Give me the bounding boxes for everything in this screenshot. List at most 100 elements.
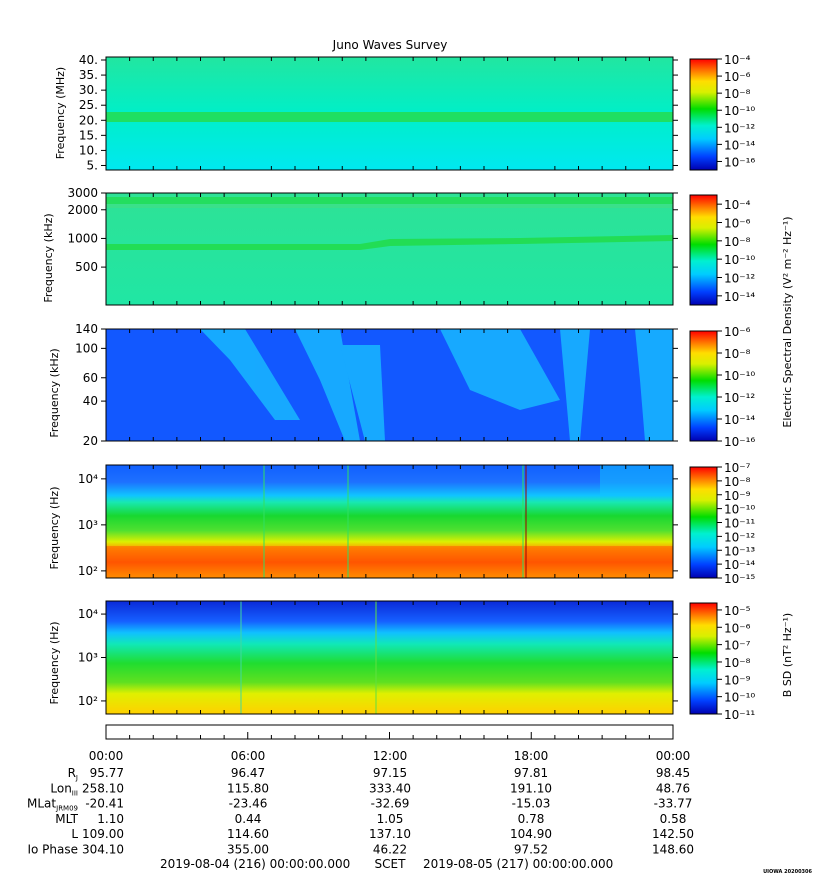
colorbar-tick-label: 10⁻⁶	[724, 217, 751, 231]
colorbar-2: 10⁻⁴ 10⁻⁶ 10⁻⁸ 10⁻¹⁰ 10⁻¹² 10⁻¹⁴	[689, 194, 755, 306]
ephemeris-value: 0.44	[235, 812, 262, 826]
ephemeris-table: RJ 95.77 96.47 97.15 97.81 98.45 LonIII 258.10 1…	[27, 766, 694, 857]
panel-3-ylabel: Frequency (kHz)	[48, 348, 61, 437]
colorbar-4-ticks: 10⁻⁷10⁻⁸10⁻⁹10⁻¹⁰10⁻¹¹10⁻¹²10⁻¹³10⁻¹⁴10⁻…	[717, 461, 755, 586]
panel-5: 10² 10³ 10⁴ Frequency (Hz)	[48, 600, 678, 715]
y-tick-label: 100	[75, 341, 98, 355]
panel-2-band-high	[106, 197, 673, 204]
ephemeris-value: -20.41	[85, 797, 124, 811]
panel-2: 500 1000 2000 3000 Frequency (kHz)	[42, 186, 678, 306]
y-tick-label: 10.	[79, 143, 98, 157]
ephemeris-row-label: MLatJRM09	[27, 797, 78, 813]
colorbar-tick-label: 10⁻¹⁵	[724, 572, 755, 586]
colorbar-tick-label: 10⁻¹⁰	[724, 691, 755, 705]
y-tick-label: 10²	[78, 564, 98, 578]
colorbar-tick-label: 10⁻¹⁰	[724, 104, 755, 118]
colorbar-e-label: Electric Spectral Density (V² m⁻² Hz⁻¹)	[781, 216, 794, 427]
colorbar-tick-label: 10⁻⁹	[724, 673, 751, 687]
panel-4-burst	[600, 465, 673, 495]
colorbar-tick-label: 10⁻⁷	[724, 639, 751, 653]
ephemeris-value: 115.80	[227, 781, 269, 795]
panel-5-y-axis: 10² 10³ 10⁴	[78, 601, 678, 714]
panel-3-burst	[440, 329, 560, 410]
colorbar-5: 10⁻⁵ 10⁻⁶ 10⁻⁷ 10⁻⁸ 10⁻⁹ 10⁻¹⁰ 10⁻¹¹	[689, 602, 755, 722]
time-tick-label: 12:00	[373, 749, 408, 763]
panel-2-y-axis: 500 1000 2000 3000	[67, 186, 678, 305]
y-tick-label: 20	[83, 434, 98, 448]
y-tick-label: 40.	[79, 53, 98, 67]
ephemeris-value: 333.40	[369, 781, 411, 795]
ephemeris-value: 97.15	[373, 766, 407, 780]
colorbar-tick-label: 10⁻¹⁰	[724, 253, 755, 267]
y-tick-label: 40	[83, 394, 98, 408]
ephemeris-row-label: MLT	[55, 812, 78, 826]
panel-3: 20 40 60 100 140 Frequency (kHz)	[48, 322, 678, 448]
colorbar-tick-label: 10⁻¹⁴	[724, 290, 755, 304]
colorbar-tick-label: 10⁻⁴	[724, 198, 751, 212]
panel-4-band	[106, 546, 673, 578]
ephemeris-value: 95.77	[90, 766, 124, 780]
colorbar-tick-label: 10⁻¹²	[724, 391, 755, 405]
panel-1-ylabel: Frequency (MHz)	[54, 67, 67, 159]
y-tick-label: 3000	[67, 186, 98, 200]
y-tick-label: 2000	[67, 203, 98, 217]
ephemeris-value: 0.58	[660, 812, 687, 826]
colorbar-tick-label: 10⁻⁶	[724, 325, 751, 339]
panel-1: 5.10.15.20.25.30.35.40. Frequency (MHz)	[54, 53, 678, 172]
colorbar-tick-label: 10⁻⁸	[724, 475, 751, 489]
y-tick-label: 35.	[79, 68, 98, 82]
y-tick-label: 1000	[67, 231, 98, 245]
colorbar-tick-label: 10⁻¹¹	[724, 708, 755, 722]
time-tick-labels: 00:00 06:00 12:00 18:00 00:00	[89, 749, 691, 763]
panel-3-burst	[635, 329, 673, 441]
panel-1-y-axis: 5.10.15.20.25.30.35.40.	[79, 53, 678, 172]
panel-2-band-low	[106, 235, 673, 250]
colorbar-tick-label: 10⁻⁸	[724, 235, 751, 249]
colorbar-tick-label: 10⁻¹⁴	[724, 413, 755, 427]
y-tick-label: 500	[75, 260, 98, 274]
panel-2-band-mid	[106, 204, 673, 208]
y-tick-label: 10²	[78, 694, 98, 708]
y-tick-label: 15.	[79, 128, 98, 142]
time-tick-label: 18:00	[514, 749, 549, 763]
time-axis-ticks	[105, 732, 674, 739]
y-tick-label: 20.	[79, 113, 98, 127]
scet-start: 2019-08-04 (216) 00:00:00.000	[160, 857, 350, 871]
colorbar-tick-label: 10⁻¹²	[724, 530, 755, 544]
colorbar-tick-label: 10⁻¹⁴	[724, 558, 755, 572]
panel-2-frame	[105, 192, 674, 306]
colorbar-5-ticks: 10⁻⁵ 10⁻⁶ 10⁻⁷ 10⁻⁸ 10⁻⁹ 10⁻¹⁰ 10⁻¹¹	[717, 604, 755, 722]
ephemeris-value: 104.90	[510, 827, 552, 841]
figure-title: Juno Waves Survey	[332, 38, 448, 52]
ephemeris-value: -23.46	[229, 797, 268, 811]
ephemeris-value: 1.05	[377, 812, 404, 826]
panel-3-burst	[340, 345, 385, 441]
y-tick-label: 10³	[78, 518, 98, 532]
colorbar-tick-label: 10⁻¹¹	[724, 517, 755, 531]
panel-1-band	[106, 112, 673, 122]
panel-3-burst	[200, 329, 300, 420]
ephemeris-value: 46.22	[373, 843, 407, 857]
ephemeris-value: 1.10	[97, 812, 124, 826]
ephemeris-row-label: LonIII	[50, 781, 78, 797]
ephemeris-value: 98.45	[656, 766, 690, 780]
panel-4: 10² 10³ 10⁴ Frequency (Hz)	[48, 464, 678, 579]
ephemeris-row-label: L	[71, 827, 78, 841]
ephemeris-value: -15.03	[512, 797, 551, 811]
ephemeris-value: 304.10	[82, 843, 124, 857]
panel-5-spectrogram	[106, 601, 673, 714]
credit-stamp: UIOWA 20200306	[763, 869, 812, 875]
ephemeris-value: 191.10	[510, 781, 552, 795]
colorbar-3-ticks: 10⁻⁶ 10⁻⁸ 10⁻¹⁰ 10⁻¹² 10⁻¹⁴ 10⁻¹⁶	[717, 325, 755, 449]
ephemeris-value: 114.60	[227, 827, 269, 841]
ephemeris-row-label: Io Phase	[27, 843, 78, 857]
panel-3-burst	[560, 329, 590, 441]
colorbar-tick-label: 10⁻¹³	[724, 544, 755, 558]
y-tick-label: 10⁴	[78, 472, 98, 486]
colorbar-tick-label: 10⁻⁸	[724, 347, 751, 361]
ephemeris-value: 355.00	[227, 843, 269, 857]
scet-end: 2019-08-05 (217) 00:00:00.000	[423, 857, 613, 871]
ephemeris-value: 0.78	[518, 812, 545, 826]
colorbar-tick-label: 10⁻⁴	[724, 53, 751, 67]
